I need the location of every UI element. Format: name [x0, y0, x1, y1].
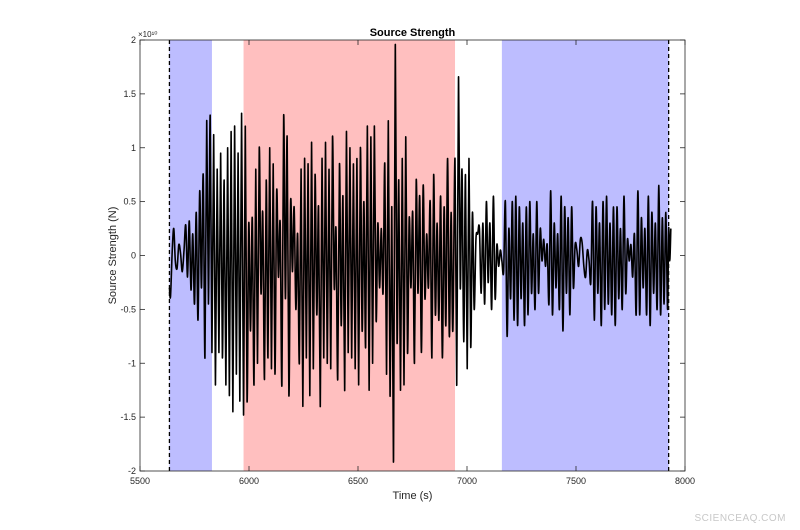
y-tick-label: 1: [131, 143, 136, 153]
x-tick-label: 5500: [130, 476, 150, 486]
x-tick-label: 6000: [239, 476, 259, 486]
y-tick-label: -1: [128, 358, 136, 368]
dashed-markers: [168, 40, 670, 471]
series-layer: [168, 43, 672, 463]
y-tick-label: -0.5: [120, 304, 136, 314]
y-tick-label: 0: [131, 251, 136, 261]
watermark: SCIENCEAQ.COM: [694, 513, 786, 524]
y-tick-label: -2: [128, 466, 136, 476]
source-strength-line: [168, 43, 672, 463]
y-axis-label: Source Strength (N): [107, 207, 119, 305]
y-tick-label: 0.5: [123, 197, 136, 207]
y-tick-label: 1.5: [123, 89, 136, 99]
x-tick-label: 7500: [566, 476, 586, 486]
x-axis-label: Time (s): [393, 490, 433, 502]
y-tick-label: 2: [131, 35, 136, 45]
x-tick-label: 7000: [457, 476, 477, 486]
chart-title: Source Strength: [370, 27, 456, 39]
y-axis-ticks: -2 -1.5 -1 -0.5 0 0.5 1 1.5 2: [120, 35, 685, 476]
y-axis-exponent: ×10¹⁰: [138, 30, 157, 39]
y-tick-label: -1.5: [120, 412, 136, 422]
x-axis-ticks: 5500 6000 6500 7000 7500 8000: [130, 40, 695, 486]
x-tick-label: 6500: [348, 476, 368, 486]
x-tick-label: 8000: [675, 476, 695, 486]
